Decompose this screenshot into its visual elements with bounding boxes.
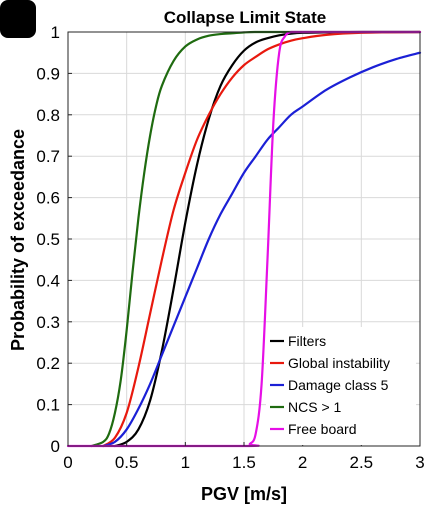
y-tick-label: 0.3 (36, 313, 60, 332)
y-tick-label: 1 (51, 23, 60, 42)
y-tick-label: 0.5 (36, 230, 60, 249)
y-tick-label: 0.2 (36, 354, 60, 373)
y-tick-label: 0.7 (36, 147, 60, 166)
series-line-1 (102, 30, 422, 448)
x-tick-label: 3 (415, 453, 424, 472)
corner-mark (0, 0, 36, 38)
x-tick-label: 0 (63, 453, 72, 472)
x-tick-label: 2.5 (350, 453, 374, 472)
legend-label: Global instability (288, 355, 390, 371)
axis-ticks: 0 0.5 1 1.5 2 2.5 3 0 0.1 0.2 0.3 0.4 0.5 0.6 0.7 0.8 0.… (36, 23, 424, 472)
x-axis-label: PGV [m/s] (201, 484, 287, 504)
legend: Filters Global instability Damage class 5 N… (266, 327, 416, 445)
legend-label: NCS > 1 (288, 399, 342, 415)
legend-label: Free board (288, 421, 356, 437)
y-tick-label: 0.1 (36, 396, 60, 415)
y-tick-label: 0.9 (36, 64, 60, 83)
x-tick-label: 1.5 (232, 453, 256, 472)
y-tick-label: 0.8 (36, 106, 60, 125)
y-tick-label: 0 (51, 437, 60, 456)
y-tick-label: 0.4 (36, 271, 60, 290)
chart-title: Collapse Limit State (164, 8, 326, 27)
y-tick-label: 0.6 (36, 189, 60, 208)
y-axis-label: Probability of exceedance (8, 129, 28, 351)
legend-box (266, 327, 416, 445)
legend-label: Damage class 5 (288, 377, 389, 393)
legend-label: Filters (288, 333, 326, 349)
series-line-2 (102, 51, 422, 448)
x-tick-label: 0.5 (115, 453, 139, 472)
x-tick-label: 1 (181, 453, 190, 472)
x-tick-label: 2 (298, 453, 307, 472)
